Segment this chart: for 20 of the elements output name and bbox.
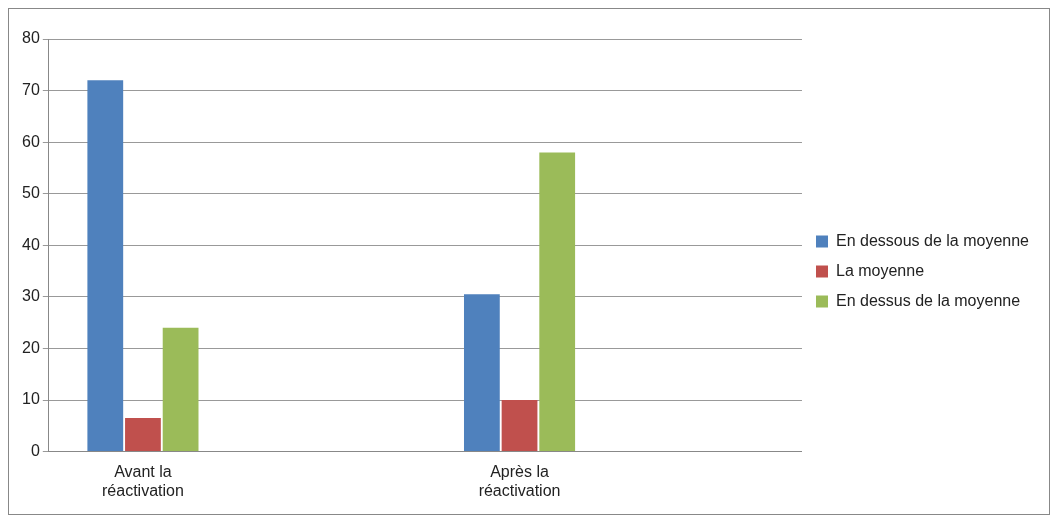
y-tick-label: 40 <box>22 235 40 253</box>
bar <box>501 400 538 452</box>
legend-label: La moyenne <box>835 261 925 279</box>
y-tick-label: 30 <box>22 287 40 305</box>
bar <box>87 80 124 452</box>
y-tick-label: 10 <box>22 390 40 408</box>
legend-label: En dessus de la moyenne <box>835 291 1021 309</box>
bar <box>463 294 500 452</box>
bar <box>125 418 161 452</box>
y-tick-label: 20 <box>22 338 40 356</box>
y-tick-label: 0 <box>30 442 40 460</box>
bar <box>539 152 576 452</box>
y-tick-label: 50 <box>22 184 40 202</box>
y-tick-label: 60 <box>22 132 40 150</box>
y-tick-label: 70 <box>22 80 40 98</box>
y-tick-label: 80 <box>22 29 40 47</box>
legend-label: En dessous de la moyenne <box>835 231 1030 249</box>
x-tick-label: Avant la réactivation <box>102 462 184 499</box>
x-tick-label: Après la réactivation <box>478 462 561 499</box>
bar <box>162 327 199 452</box>
